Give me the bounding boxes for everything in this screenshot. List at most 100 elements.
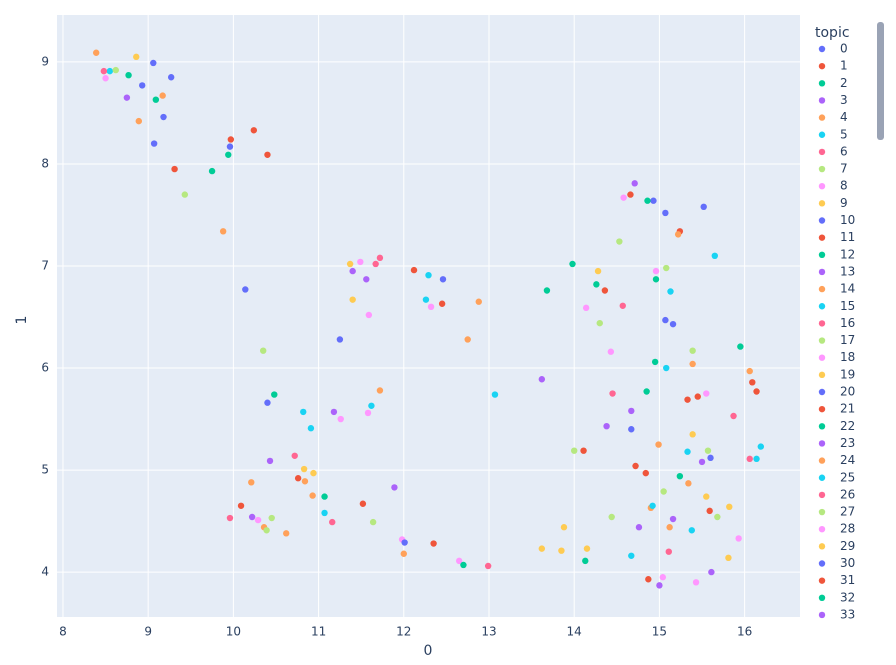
y-tick-label: 8 <box>41 156 49 170</box>
legend-label[interactable]: 20 <box>840 385 855 399</box>
point <box>401 539 408 546</box>
point <box>219 228 227 235</box>
point <box>307 425 315 432</box>
point <box>359 500 367 507</box>
point <box>271 391 278 398</box>
legend-label[interactable]: 26 <box>840 487 855 501</box>
point <box>662 316 669 324</box>
point <box>757 443 765 450</box>
point <box>698 458 706 466</box>
point <box>294 475 302 482</box>
point <box>730 412 737 420</box>
legend-label[interactable]: 13 <box>840 264 855 278</box>
legend-label[interactable]: 25 <box>840 470 855 484</box>
legend-marker <box>818 594 826 601</box>
point <box>439 276 447 283</box>
legend-marker <box>818 183 826 190</box>
legend-label[interactable]: 16 <box>840 316 855 330</box>
point <box>227 136 235 143</box>
legend-label[interactable]: 32 <box>840 590 855 604</box>
legend-label[interactable]: 8 <box>840 179 848 193</box>
legend-marker <box>818 200 826 207</box>
point <box>427 303 435 311</box>
legend-label[interactable]: 23 <box>840 436 855 450</box>
point <box>694 393 701 400</box>
point <box>603 422 610 430</box>
x-tick-label: 15 <box>652 625 667 639</box>
legend-label[interactable]: 7 <box>840 162 848 176</box>
legend-label[interactable]: 2 <box>840 76 848 90</box>
point <box>651 358 659 366</box>
y-axis-title: 1 <box>14 316 30 325</box>
legend-label[interactable]: 21 <box>840 402 855 416</box>
legend-marker <box>818 560 826 567</box>
legend-label[interactable]: 9 <box>840 196 848 210</box>
legend-label[interactable]: 29 <box>840 539 855 553</box>
point <box>208 167 216 175</box>
point <box>266 457 274 465</box>
legend-label[interactable]: 6 <box>840 144 848 158</box>
legend-label[interactable]: 24 <box>840 453 855 467</box>
legend-label[interactable]: 10 <box>840 213 855 227</box>
point <box>628 407 635 415</box>
point <box>123 94 131 101</box>
legend-label[interactable]: 11 <box>840 230 855 244</box>
point <box>558 547 565 554</box>
point <box>749 379 756 386</box>
point <box>160 113 167 121</box>
point <box>726 503 733 511</box>
legend-title: topic <box>815 25 850 41</box>
point <box>596 319 603 327</box>
x-axis-title: 0 <box>424 643 433 659</box>
point <box>569 260 576 268</box>
point <box>263 527 270 534</box>
legend-label[interactable]: 22 <box>840 419 855 433</box>
legend-label[interactable]: 31 <box>840 573 855 587</box>
legend-scrollbar[interactable] <box>877 22 884 140</box>
legend-label[interactable]: 5 <box>840 127 848 141</box>
legend-label[interactable]: 28 <box>840 522 855 536</box>
point <box>667 288 674 295</box>
point <box>464 336 471 343</box>
point <box>336 336 344 343</box>
legend-marker <box>818 131 826 138</box>
legend-label[interactable]: 33 <box>840 607 855 621</box>
legend-label[interactable]: 30 <box>840 556 855 570</box>
legend-label[interactable]: 0 <box>840 42 848 56</box>
legend-label[interactable]: 3 <box>840 93 848 107</box>
legend-label[interactable]: 1 <box>840 59 848 73</box>
legend-label[interactable]: 18 <box>840 350 855 364</box>
point <box>268 514 275 522</box>
point <box>363 276 370 283</box>
point <box>632 462 639 470</box>
point <box>329 518 336 526</box>
y-tick-label: 5 <box>41 463 49 477</box>
legend-label[interactable]: 12 <box>840 247 855 261</box>
point <box>644 197 651 204</box>
legend-label[interactable]: 15 <box>840 299 855 313</box>
point <box>666 524 673 531</box>
legend-label[interactable]: 27 <box>840 505 855 519</box>
point <box>460 561 467 569</box>
legend-marker <box>818 491 826 499</box>
legend-label[interactable]: 17 <box>840 333 855 347</box>
point <box>372 260 379 268</box>
point <box>700 203 707 211</box>
point <box>652 267 660 275</box>
point <box>669 515 677 523</box>
point <box>642 469 649 477</box>
point <box>242 286 249 293</box>
legend-marker <box>818 611 826 619</box>
legend-label[interactable]: 14 <box>840 282 855 296</box>
point <box>400 550 407 557</box>
point <box>133 53 140 61</box>
point <box>703 493 710 500</box>
legend-marker <box>818 457 826 464</box>
point <box>264 399 271 406</box>
point <box>484 562 492 570</box>
legend-label[interactable]: 4 <box>840 110 848 124</box>
legend-label[interactable]: 19 <box>840 367 855 381</box>
y-tick-label: 9 <box>41 54 49 68</box>
point <box>226 514 234 522</box>
